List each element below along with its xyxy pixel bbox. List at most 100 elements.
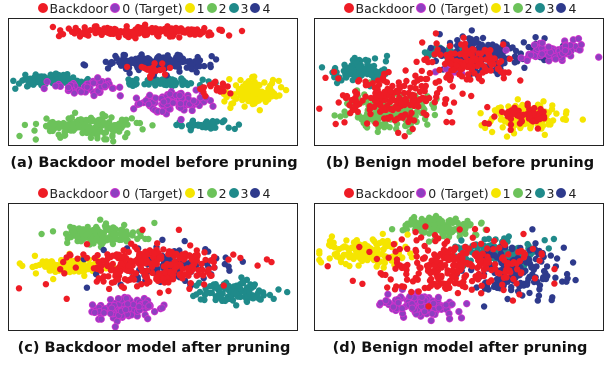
legend-marker-2 [206, 3, 217, 13]
scatter-point [368, 71, 375, 79]
scatter-point [507, 126, 514, 133]
scatter-point [50, 120, 58, 128]
scatter-point [175, 226, 183, 233]
scatter-point [101, 82, 109, 90]
scatter-point [105, 285, 113, 293]
legend-item-backdoor: Backdoor [343, 186, 414, 201]
legend-item-2: 2 [206, 1, 227, 16]
scatter-point [104, 124, 111, 132]
scatter-point [463, 221, 471, 228]
scatter-point [32, 270, 40, 277]
legend-marker-2 [512, 188, 523, 198]
scatter-point [551, 265, 558, 273]
scatter-point [499, 281, 506, 288]
scatter-point [220, 118, 227, 125]
scatter-point [94, 135, 101, 142]
legend-item-1: 1 [184, 186, 205, 201]
scatter-point [316, 250, 323, 257]
scatter-point [137, 24, 144, 32]
scatter-point [12, 85, 19, 92]
scatter-point [342, 63, 349, 70]
scatter-point [108, 114, 115, 121]
scatter-point [505, 251, 512, 258]
scatter-point [389, 303, 398, 311]
scatter-point [197, 85, 204, 93]
scatter-point [207, 257, 214, 264]
scatter-point [398, 304, 406, 313]
scatter-point [220, 282, 227, 289]
scatter-point [106, 236, 114, 243]
scatter-point [359, 280, 366, 287]
legend-marker-target [110, 3, 121, 13]
scatter-point [206, 81, 214, 89]
legend-item-target: 0 (Target) [416, 1, 489, 16]
scatter-point [525, 275, 532, 283]
scatter-point [165, 287, 172, 295]
scatter-point [369, 236, 376, 243]
scatter-point [436, 215, 443, 223]
scatter-point [553, 110, 560, 117]
scatter-point [412, 72, 419, 79]
scatter-point [536, 115, 543, 123]
scatter-point [201, 62, 208, 70]
scatter-point [109, 133, 116, 140]
scatter-point [470, 241, 478, 249]
scatter-point [161, 269, 168, 276]
scatter-point [379, 230, 386, 238]
legend-label: 3 [546, 185, 555, 201]
scatter-point [149, 269, 156, 277]
scatter-point [400, 89, 408, 97]
scatter-point [151, 250, 158, 257]
scatter-point [63, 295, 70, 302]
scatter-point [179, 27, 187, 34]
legend-item-3: 3 [228, 186, 248, 201]
scatter-point [199, 266, 206, 274]
scatter-point [489, 41, 496, 48]
scatter-point [130, 105, 138, 113]
scatter-point [99, 240, 106, 247]
scatter-point [438, 261, 445, 269]
scatter-point [455, 307, 463, 316]
scatter-point [431, 111, 439, 119]
scatter-point [450, 66, 458, 74]
scatter-point [530, 41, 539, 49]
scatter-point [128, 240, 135, 247]
scatter-point [94, 74, 102, 82]
scatter-point [335, 75, 342, 82]
scatter-point [65, 25, 72, 32]
scatter-point [494, 269, 501, 276]
scatter-point [347, 66, 355, 73]
scatter-point [163, 81, 170, 89]
scatter-point [225, 256, 232, 263]
scatter-point [130, 58, 137, 66]
scatter-point [381, 88, 388, 96]
scatter-point [444, 270, 451, 277]
scatter-point [362, 56, 369, 64]
scatter-svg [316, 27, 603, 140]
scatter-point [435, 78, 443, 85]
scatter-point [151, 219, 158, 227]
scatter-point [517, 77, 524, 84]
scatter-point [460, 278, 467, 286]
scatter-point [74, 255, 81, 262]
scatter-point [500, 70, 507, 77]
scatter-point [382, 296, 390, 305]
scatter-point [422, 95, 429, 102]
scatter-point [169, 33, 176, 40]
scatter-point [488, 61, 495, 69]
scatter-point [155, 53, 162, 60]
scatter-point [139, 126, 146, 133]
scatter-point [470, 46, 477, 53]
scatter-point [80, 61, 87, 68]
scatter-point [87, 134, 95, 141]
scatter-point [403, 77, 410, 85]
scatter-point [595, 53, 603, 61]
scatter-point [373, 248, 381, 256]
scatter-point [457, 261, 464, 269]
legend-item-target: 0 (Target) [110, 1, 183, 16]
scatter-point [433, 257, 440, 265]
scatter-point [51, 261, 59, 268]
scatter-point [216, 289, 223, 297]
scatter-point [421, 242, 428, 250]
scatter-point [515, 113, 523, 120]
